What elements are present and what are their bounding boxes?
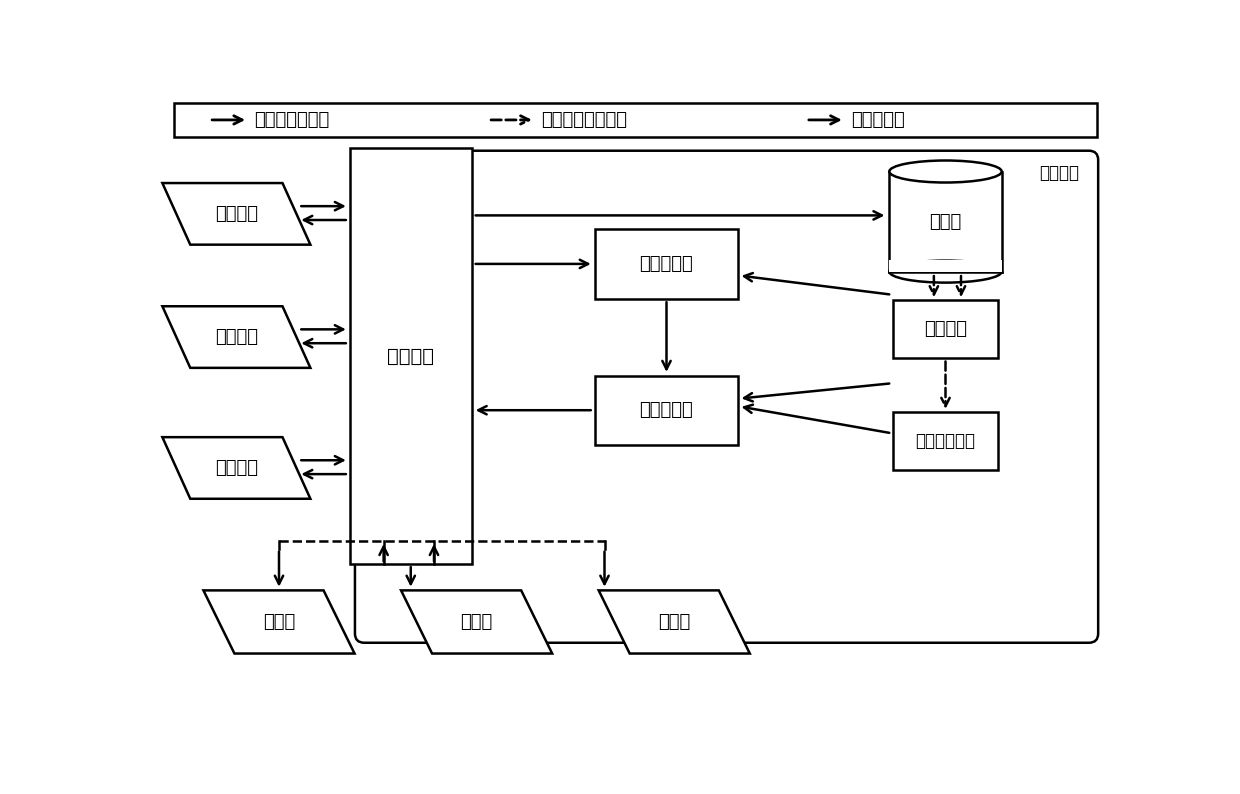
Ellipse shape bbox=[889, 160, 1002, 183]
Bar bbox=[175, 103, 1096, 137]
Ellipse shape bbox=[889, 260, 1002, 283]
Bar bbox=[889, 260, 1002, 272]
Text: 调度中心: 调度中心 bbox=[1039, 164, 1079, 182]
Polygon shape bbox=[401, 591, 552, 653]
Text: 打车请求: 打车请求 bbox=[215, 459, 258, 477]
Text: 打车请求: 打车请求 bbox=[215, 205, 258, 223]
Bar bbox=[889, 172, 1002, 272]
Text: 交互接口: 交互接口 bbox=[387, 347, 434, 366]
Text: 出租车: 出租车 bbox=[460, 613, 492, 631]
Polygon shape bbox=[162, 437, 310, 499]
Text: 打车热点信息: 打车热点信息 bbox=[915, 432, 976, 450]
Text: 地图信息: 地图信息 bbox=[924, 320, 967, 338]
Text: 出租车: 出租车 bbox=[658, 613, 691, 631]
Bar bbox=[595, 229, 738, 299]
Text: 提供服务数据流: 提供服务数据流 bbox=[254, 111, 330, 129]
Text: 离线操作流: 离线操作流 bbox=[851, 111, 905, 129]
FancyBboxPatch shape bbox=[355, 151, 1099, 643]
Bar bbox=[893, 412, 998, 470]
Polygon shape bbox=[203, 591, 355, 653]
Text: 搜索候选集: 搜索候选集 bbox=[640, 255, 693, 273]
Bar bbox=[350, 148, 472, 565]
Polygon shape bbox=[162, 306, 310, 368]
Bar bbox=[893, 300, 998, 358]
Text: 数据库: 数据库 bbox=[929, 213, 962, 230]
Text: 出租车: 出租车 bbox=[263, 613, 295, 631]
Bar bbox=[595, 376, 738, 445]
Polygon shape bbox=[599, 591, 750, 653]
Text: 打车请求: 打车请求 bbox=[215, 328, 258, 346]
Polygon shape bbox=[162, 183, 310, 245]
Text: 调度出租车: 调度出租车 bbox=[640, 401, 693, 419]
Text: 出租车状态更新流: 出租车状态更新流 bbox=[541, 111, 627, 129]
